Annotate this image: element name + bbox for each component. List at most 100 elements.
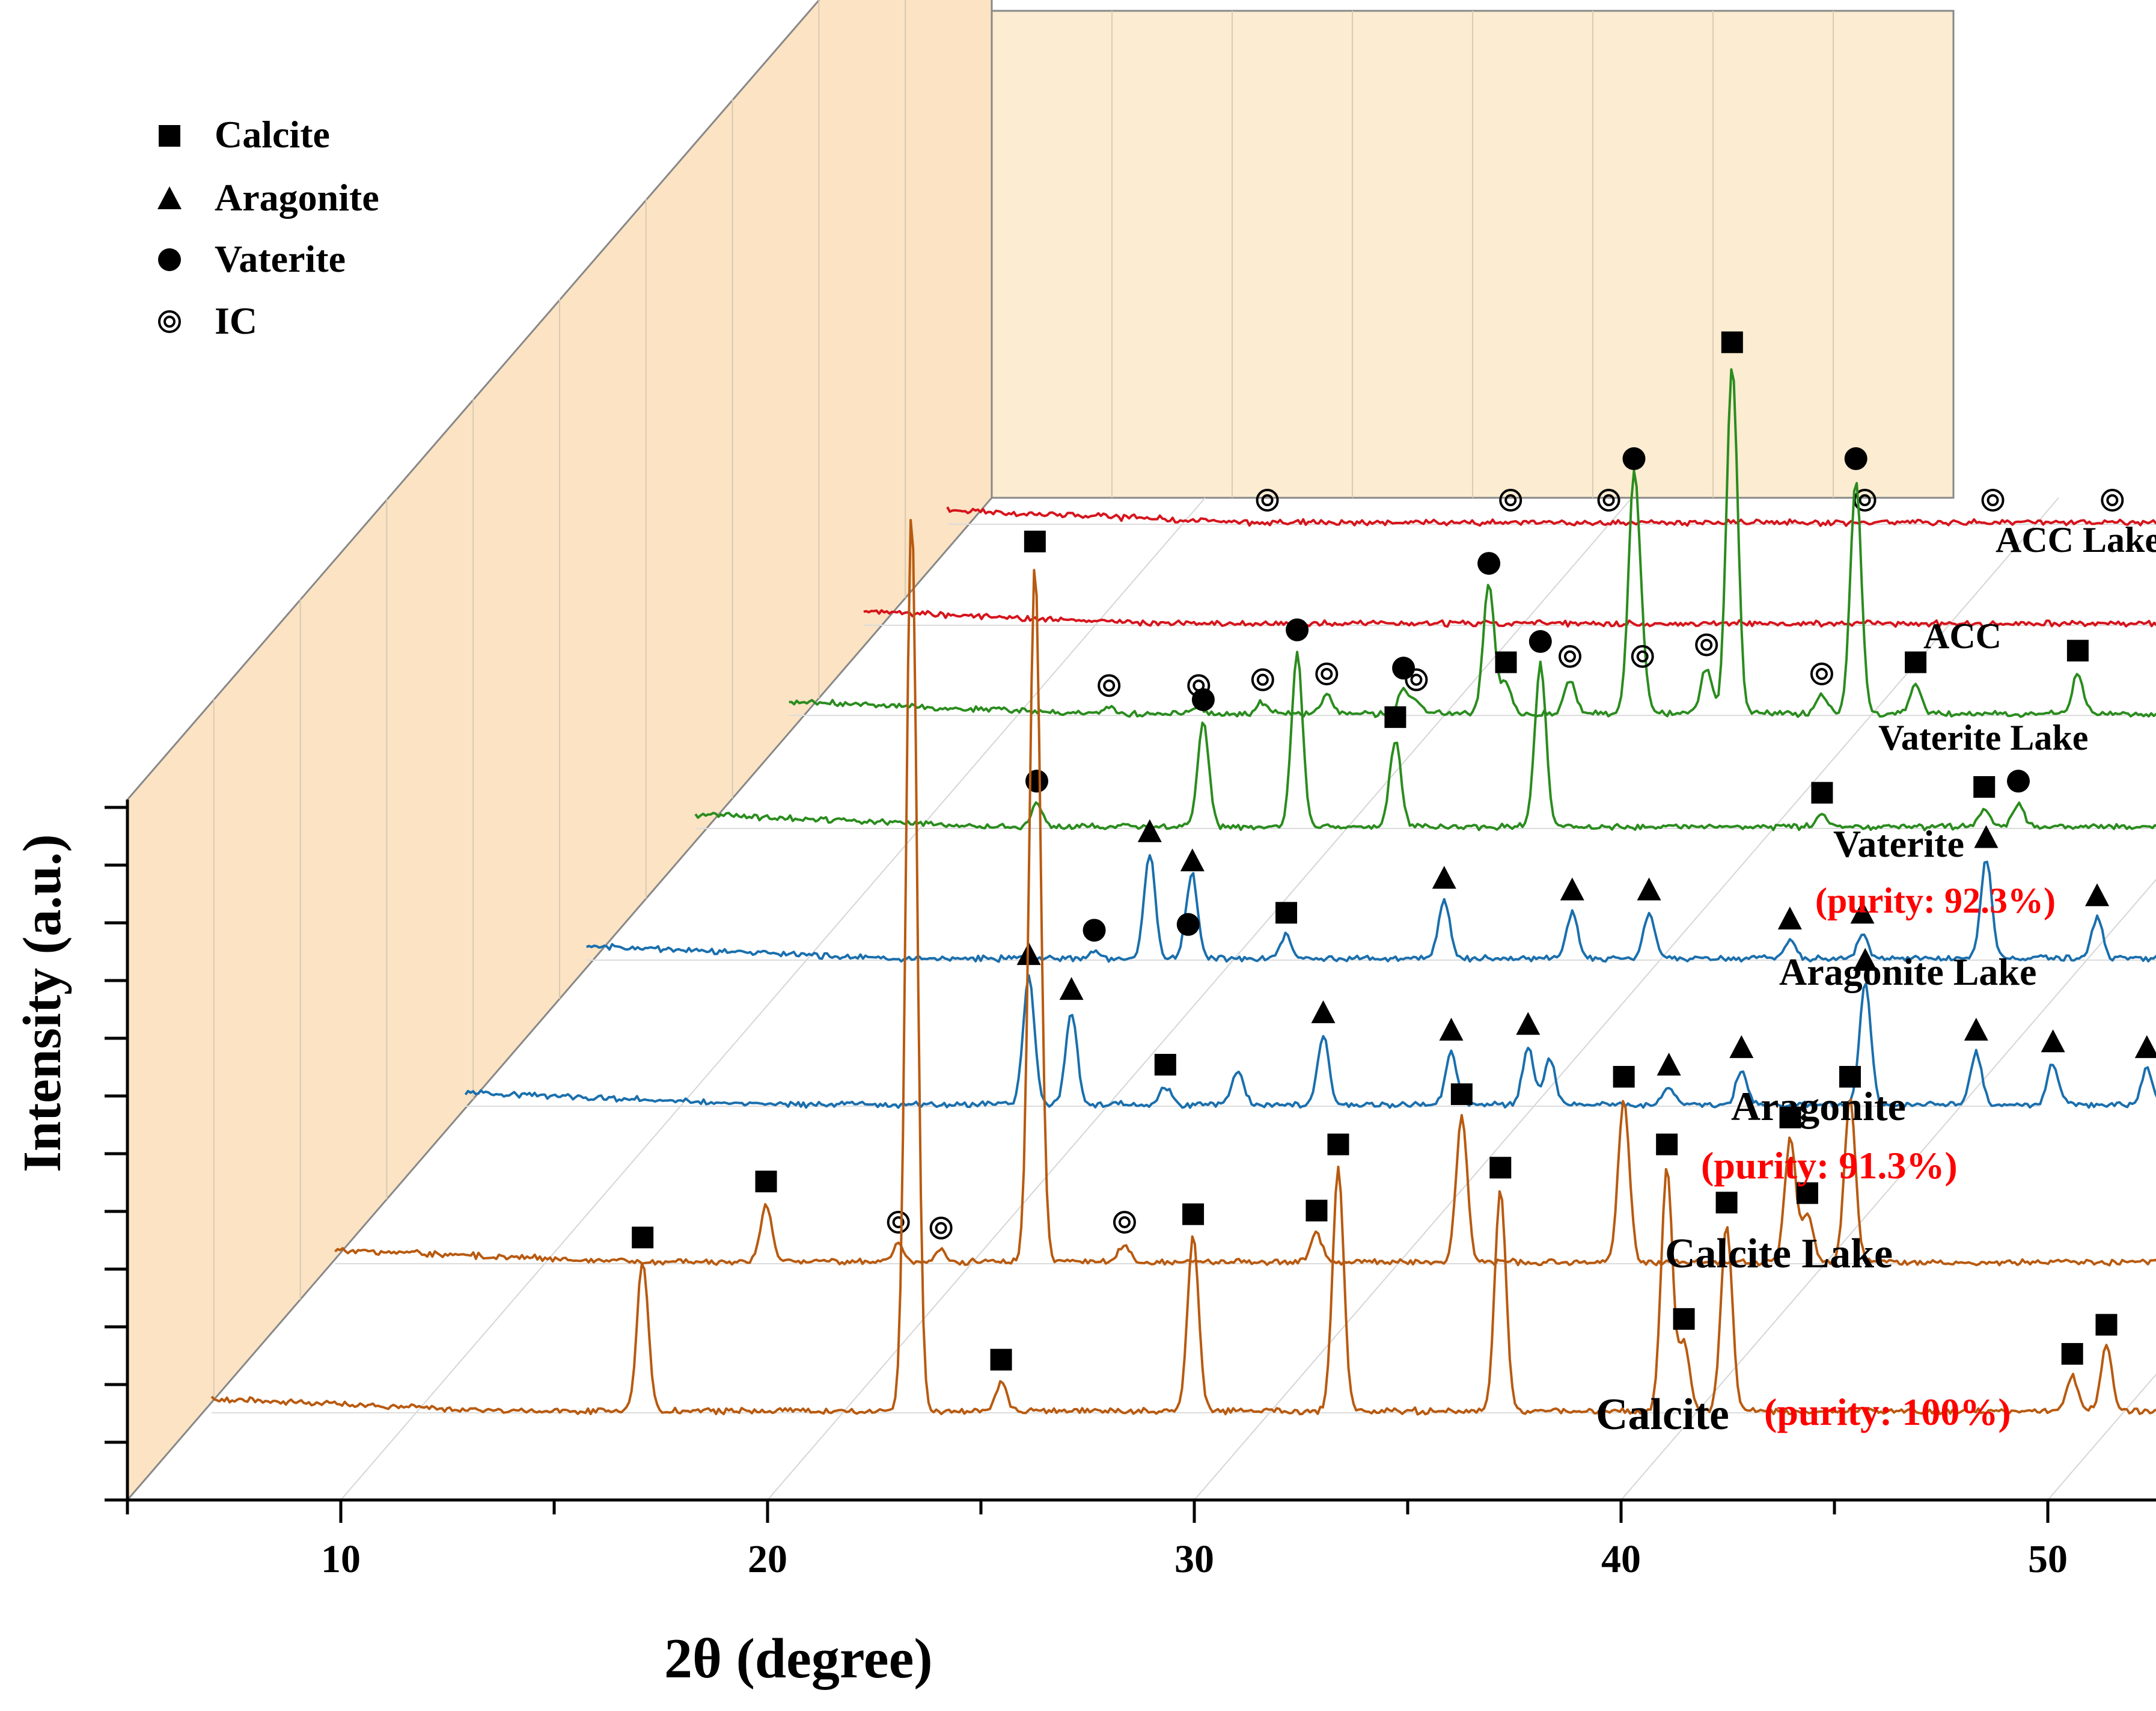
- peak-marker-square: [1306, 1199, 1328, 1222]
- series-vaterite-lake: [789, 331, 2156, 718]
- peak-marker-double-circle: [1315, 662, 1339, 685]
- peak-marker-circle: [1083, 919, 1106, 942]
- floor-gridline: [340, 497, 1206, 1501]
- series-aragonite: [464, 942, 2156, 1109]
- series-label-acc-lake: ACC Lake: [1996, 520, 2156, 560]
- peak-marker-triangle: [1311, 1000, 1336, 1023]
- trace-aragonite: [464, 974, 2156, 1109]
- purity-label-calcite: (purity: 100%): [1764, 1391, 2011, 1433]
- peak-marker-double-circle: [1858, 494, 1871, 506]
- peak-marker-double-circle: [2101, 489, 2124, 512]
- peak-marker-double-circle: [1113, 1210, 1136, 1234]
- peak-marker-square: [1715, 1192, 1738, 1214]
- legend-label-calcite: Calcite: [215, 113, 330, 156]
- peak-marker-square: [1673, 1308, 1695, 1330]
- legend-label-vaterite: Vaterite: [215, 237, 346, 280]
- peak-marker-double-circle: [1321, 667, 1333, 680]
- peak-marker-circle: [2007, 770, 2030, 793]
- legend-marker-aragonite: [157, 186, 182, 209]
- peak-marker-square: [1811, 782, 1833, 804]
- peak-marker-square: [1495, 651, 1517, 673]
- peak-marker-square: [990, 1348, 1012, 1371]
- x-tick-label: 10: [321, 1537, 361, 1581]
- purity-label-aragonite: (purity: 91.3%): [1701, 1144, 1958, 1187]
- peak-marker-triangle: [1777, 906, 1802, 929]
- chart-axes: 102030405060: [105, 800, 2156, 1581]
- peak-marker-double-circle: [1810, 662, 1833, 685]
- trace-calcite: [210, 519, 2156, 1416]
- peak-marker-square: [1905, 651, 1927, 673]
- peak-marker-double-circle: [1256, 489, 1279, 512]
- series-label-calcite-lake: Calcite Lake: [1665, 1231, 1893, 1277]
- series-calcite-lake: [334, 530, 2156, 1267]
- peak-marker-double-circle: [1636, 650, 1649, 663]
- legend-marker-ic: [163, 316, 176, 328]
- peak-marker-square: [1489, 1157, 1512, 1179]
- peak-marker-double-circle: [1981, 489, 2005, 512]
- peak-marker-square: [1779, 1106, 1801, 1128]
- peak-marker-triangle: [1059, 977, 1084, 1000]
- peak-marker-triangle: [1516, 1012, 1541, 1035]
- series-label-vaterite: Vaterite: [1833, 822, 1964, 865]
- peak-marker-double-circle: [1602, 494, 1615, 506]
- peak-marker-double-circle: [1558, 644, 1581, 668]
- chart-labels: 2θ (degree) Intensity (a.u.) ACC Lake AC…: [13, 520, 2156, 1690]
- series-acc-lake: [946, 489, 2156, 527]
- x-tick-label: 20: [748, 1537, 787, 1581]
- floor-gridline: [1620, 878, 2156, 1501]
- series-label-calcite: Calcite: [1596, 1390, 1729, 1439]
- peak-marker-circle: [1477, 552, 1501, 575]
- chart-traces: [210, 331, 2156, 1416]
- chart-floor-grid: [212, 497, 2156, 1501]
- peak-marker-double-circle: [1631, 644, 1654, 668]
- peak-marker-double-circle: [1410, 673, 1423, 686]
- peak-marker-double-circle: [1098, 674, 1121, 697]
- peak-marker-triangle: [1850, 901, 1875, 924]
- peak-marker-square: [2061, 1342, 2083, 1365]
- peak-marker-square: [1275, 902, 1298, 924]
- peak-marker-triangle: [1432, 866, 1456, 889]
- peak-marker-square: [1721, 331, 1743, 354]
- legend-label-ic: IC: [215, 299, 257, 342]
- legend-marker-vaterite: [158, 248, 181, 271]
- peak-marker-triangle: [1560, 877, 1584, 901]
- peak-marker-square: [1182, 1203, 1205, 1225]
- peak-marker-circle: [1528, 630, 1552, 653]
- peak-marker-double-circle: [1499, 489, 1522, 512]
- peak-marker-double-circle: [1251, 668, 1274, 691]
- series-label-vaterite-lake: Vaterite Lake: [1878, 718, 2088, 758]
- peak-marker-triangle: [1637, 877, 1661, 901]
- peak-marker-double-circle: [892, 1216, 905, 1228]
- series-calcite: [210, 519, 2156, 1416]
- peak-marker-triangle: [1180, 848, 1205, 872]
- series-label-aragonite: Aragonite: [1731, 1083, 1906, 1129]
- peak-marker-square: [1327, 1133, 1349, 1155]
- chart-walls: [126, 0, 1955, 1503]
- peak-marker-square: [632, 1226, 654, 1249]
- series-acc: [863, 609, 2156, 628]
- y-axis-title: Intensity (a.u.): [13, 834, 72, 1172]
- series-label-aragonite-lake: Aragonite Lake: [1779, 950, 2036, 993]
- peak-marker-square: [1839, 1066, 1861, 1088]
- peak-marker-triangle: [2041, 1029, 2065, 1053]
- peak-marker-circle: [1025, 770, 1049, 793]
- peak-marker-double-circle: [1256, 673, 1269, 686]
- peak-marker-triangle: [1974, 825, 1999, 848]
- peak-marker-double-circle: [1695, 633, 1718, 657]
- peak-marker-square: [755, 1171, 777, 1193]
- peak-marker-square: [2066, 640, 2089, 662]
- peak-marker-circle: [1622, 447, 1646, 470]
- peak-marker-circle: [1844, 447, 1867, 470]
- x-axis-title: 2θ (degree): [664, 1627, 933, 1690]
- peak-marker-double-circle: [1563, 650, 1576, 663]
- x-tick-label: 40: [1601, 1537, 1641, 1581]
- floor-gridline: [767, 497, 1632, 1501]
- series-label-acc: ACC: [1923, 616, 2002, 656]
- peak-marker-triangle: [1729, 1035, 1754, 1058]
- peak-marker-square: [1450, 1083, 1473, 1106]
- peak-marker-square: [1796, 1182, 1818, 1204]
- peak-marker-double-circle: [929, 1216, 953, 1240]
- trace-acc: [863, 609, 2156, 628]
- legend-marker-ic: [158, 310, 181, 333]
- peak-marker-square: [1656, 1133, 1678, 1155]
